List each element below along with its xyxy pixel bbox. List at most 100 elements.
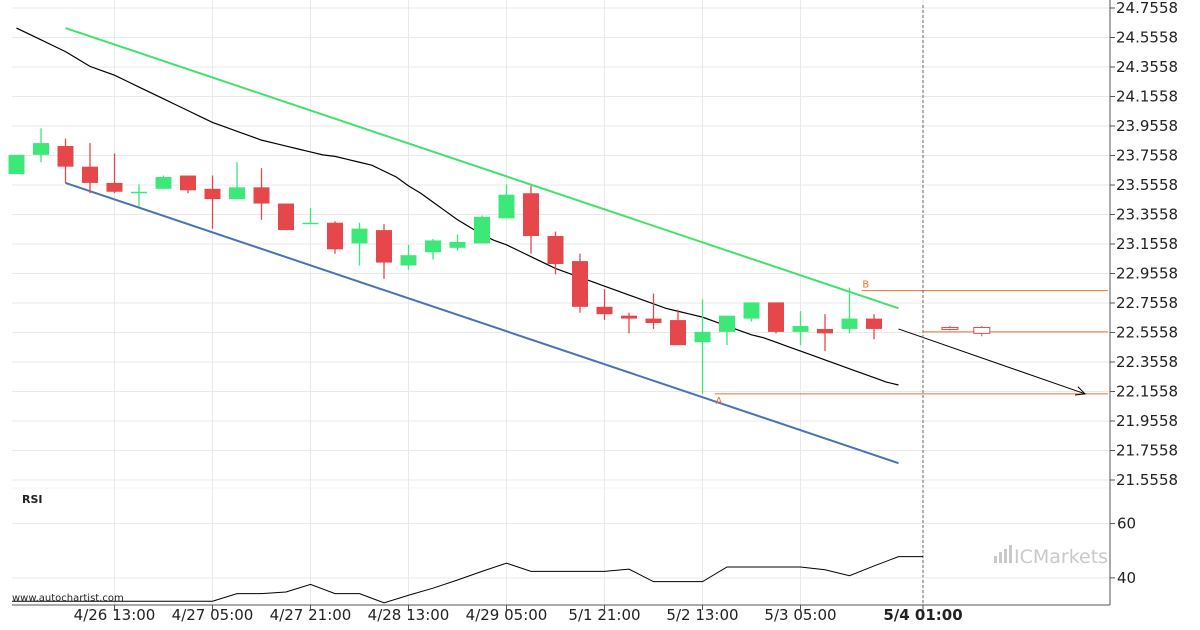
- candle: [204, 175, 221, 229]
- price-tick-label: 21.9558: [1116, 412, 1178, 430]
- candle-body: [180, 175, 196, 191]
- price-tick-label: 21.7558: [1116, 442, 1178, 460]
- candle: [694, 299, 711, 394]
- time-label: 4/27 21:00: [270, 606, 352, 624]
- candle: [719, 315, 735, 346]
- candle: [425, 238, 441, 260]
- candle: [400, 244, 417, 270]
- price-tick-label: 23.3558: [1116, 206, 1178, 224]
- time-label: 4/29 05:00: [466, 606, 548, 624]
- candle: [131, 184, 147, 207]
- candle-body: [670, 320, 686, 346]
- candle: [596, 289, 613, 321]
- candle: [670, 309, 686, 346]
- candle-body: [253, 187, 270, 204]
- candle: [866, 314, 882, 340]
- candle: [302, 207, 319, 225]
- candles: [8, 128, 882, 394]
- candle: [155, 175, 172, 189]
- price-tick-label: 22.7558: [1116, 294, 1178, 312]
- candle-body: [474, 216, 490, 244]
- time-axis: 4/26 13:00 4/27 05:00 4/27 21:00 4/28 13:00…: [74, 605, 963, 624]
- channel-lower-line: [65, 181, 899, 465]
- price-tick-label: 22.3558: [1116, 353, 1178, 371]
- candle-body: [719, 315, 735, 332]
- time-label: 4/26 13:00: [74, 606, 156, 624]
- candle: [253, 168, 270, 220]
- candle-body: [376, 230, 392, 263]
- price-tick-label: 24.5558: [1116, 29, 1178, 47]
- candle: [33, 128, 49, 163]
- candle-body: [792, 325, 809, 332]
- candle-body: [866, 318, 882, 329]
- price-tick-label: 23.1558: [1116, 235, 1178, 253]
- grid: [12, 0, 1110, 605]
- price-tick-label: 22.5558: [1116, 324, 1178, 342]
- candle-body: [278, 203, 294, 231]
- candle-body: [449, 241, 466, 248]
- time-label: 4/28 13:00: [368, 606, 450, 624]
- rsi-tick-label: 60: [1117, 515, 1136, 533]
- candle: [474, 215, 490, 244]
- candle-body: [621, 315, 637, 319]
- candle-body: [106, 182, 123, 192]
- price-tick-label: 24.3558: [1116, 58, 1178, 76]
- candle: [229, 162, 245, 200]
- time-label: 5/1 21:00: [568, 606, 640, 624]
- time-label: 5/2 13:00: [666, 606, 738, 624]
- moving-average-line: [16, 27, 899, 386]
- moving-average: [16, 27, 899, 386]
- projected-candle-body: [973, 326, 991, 334]
- candle: [817, 314, 833, 352]
- candle-body: [302, 222, 319, 225]
- candle: [841, 287, 858, 334]
- candle-body: [817, 328, 833, 334]
- candle-body: [155, 177, 172, 189]
- point-label: B: [862, 280, 869, 291]
- projected-candle: [941, 325, 959, 331]
- candle-body: [131, 191, 147, 194]
- price-tick-label: 23.5558: [1116, 176, 1178, 194]
- brand-text: ICMarkets: [1014, 546, 1108, 568]
- projected-candles: [941, 325, 991, 337]
- candle: [327, 221, 343, 254]
- projection-arrowhead: [1075, 386, 1087, 396]
- candle: [278, 203, 294, 231]
- rsi-label: RSI: [22, 493, 43, 506]
- candle-body: [8, 154, 25, 175]
- candle: [449, 234, 466, 251]
- candle: [106, 153, 123, 194]
- time-label: 5/4 01:00: [883, 606, 962, 624]
- candle-body: [229, 187, 245, 200]
- candle-body: [523, 193, 539, 237]
- candle: [8, 154, 25, 175]
- price-tick-label: 24.1558: [1116, 88, 1178, 106]
- candle: [572, 253, 588, 313]
- candle-body: [82, 166, 98, 183]
- candle-body: [327, 222, 343, 250]
- time-label: 5/3 05:00: [764, 606, 836, 624]
- candle: [180, 175, 196, 194]
- candle-body: [743, 302, 760, 319]
- price-tick-label: 23.7558: [1116, 147, 1178, 165]
- candle: [498, 184, 515, 219]
- candle-body: [547, 236, 564, 265]
- candle-body: [33, 143, 49, 155]
- channel-lines: [65, 27, 899, 465]
- attribution-text: www.autochartist.com: [12, 593, 124, 604]
- projected-candle: [973, 325, 991, 337]
- price-tick-label: 22.9558: [1116, 265, 1178, 283]
- candle-body: [841, 318, 858, 329]
- price-tick-label: 21.5558: [1116, 471, 1178, 489]
- candle-body: [57, 146, 74, 167]
- candle-body: [572, 261, 588, 307]
- candle-body: [425, 240, 441, 253]
- candle: [792, 311, 809, 346]
- candle-body: [400, 255, 417, 266]
- price-tick-label: 24.7558: [1116, 0, 1178, 17]
- candle: [621, 312, 637, 334]
- price-tick-label: 22.1558: [1116, 383, 1178, 401]
- price-axis: 24.7558 24.5558 24.3558 24.1558 23.9558 23.75…: [1110, 0, 1178, 489]
- candle: [351, 222, 368, 266]
- price-tick-label: 23.9558: [1116, 117, 1178, 135]
